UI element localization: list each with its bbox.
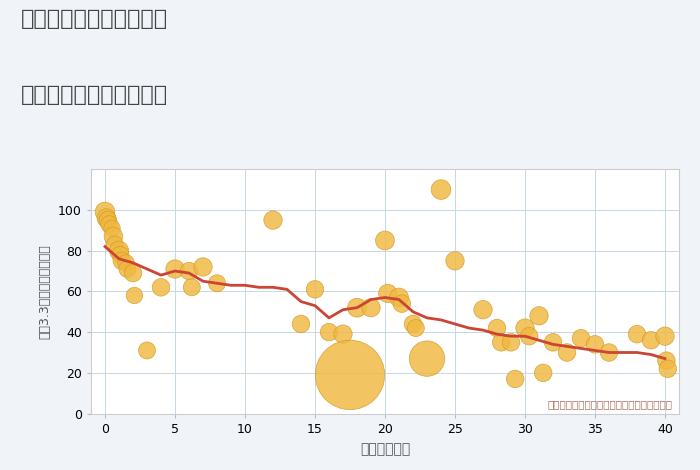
Point xyxy=(141,347,153,354)
Point xyxy=(115,251,126,258)
Point xyxy=(267,216,279,224)
Point xyxy=(575,335,587,342)
Point xyxy=(323,329,335,336)
Point xyxy=(382,290,393,297)
Point xyxy=(127,269,139,277)
Point xyxy=(116,257,127,265)
Point xyxy=(106,225,118,232)
Point xyxy=(505,338,517,346)
Point xyxy=(519,324,531,332)
Point xyxy=(197,263,209,271)
Point xyxy=(659,332,671,340)
Point xyxy=(102,216,113,224)
Point xyxy=(186,283,197,291)
Point xyxy=(113,247,125,254)
Point xyxy=(631,330,643,338)
Point xyxy=(662,365,673,373)
Point xyxy=(589,341,601,348)
Point xyxy=(155,283,167,291)
Point xyxy=(396,300,407,307)
Point xyxy=(108,233,119,240)
Text: 三重県四日市市生桑町の: 三重県四日市市生桑町の xyxy=(21,9,168,30)
Point xyxy=(561,349,573,356)
Point xyxy=(496,338,507,346)
Point xyxy=(337,330,349,338)
Point xyxy=(379,237,391,244)
Point xyxy=(129,292,140,299)
Point xyxy=(344,371,356,379)
Text: 円の大きさは、取引のあった物件面積を示す: 円の大きさは、取引のあった物件面積を示す xyxy=(547,400,672,409)
Point xyxy=(169,265,181,273)
Point xyxy=(510,375,521,383)
Point xyxy=(435,186,447,193)
Point xyxy=(104,220,115,228)
Point xyxy=(183,267,195,275)
Point xyxy=(393,294,405,301)
Point xyxy=(533,312,545,320)
Point xyxy=(477,306,489,313)
Point xyxy=(351,304,363,312)
Point xyxy=(120,259,132,266)
Point xyxy=(421,355,433,362)
Point xyxy=(101,214,112,222)
Point xyxy=(410,324,421,332)
Point xyxy=(295,320,307,328)
Point xyxy=(661,357,672,364)
Point xyxy=(524,332,535,340)
Point xyxy=(538,369,549,376)
Point xyxy=(109,241,120,248)
Point xyxy=(491,324,503,332)
Y-axis label: 坪（3.3㎡）単価（万円）: 坪（3.3㎡）単価（万円） xyxy=(38,244,51,339)
Point xyxy=(547,338,559,346)
Point xyxy=(645,337,657,344)
Point xyxy=(365,304,377,312)
Point xyxy=(603,349,615,356)
Point xyxy=(99,208,111,216)
Text: 築年数別中古戸建て価格: 築年数別中古戸建て価格 xyxy=(21,85,168,105)
Point xyxy=(309,286,321,293)
Point xyxy=(122,265,133,273)
Point xyxy=(407,320,419,328)
Point xyxy=(211,280,223,287)
X-axis label: 築年数（年）: 築年数（年） xyxy=(360,443,410,456)
Point xyxy=(449,257,461,265)
